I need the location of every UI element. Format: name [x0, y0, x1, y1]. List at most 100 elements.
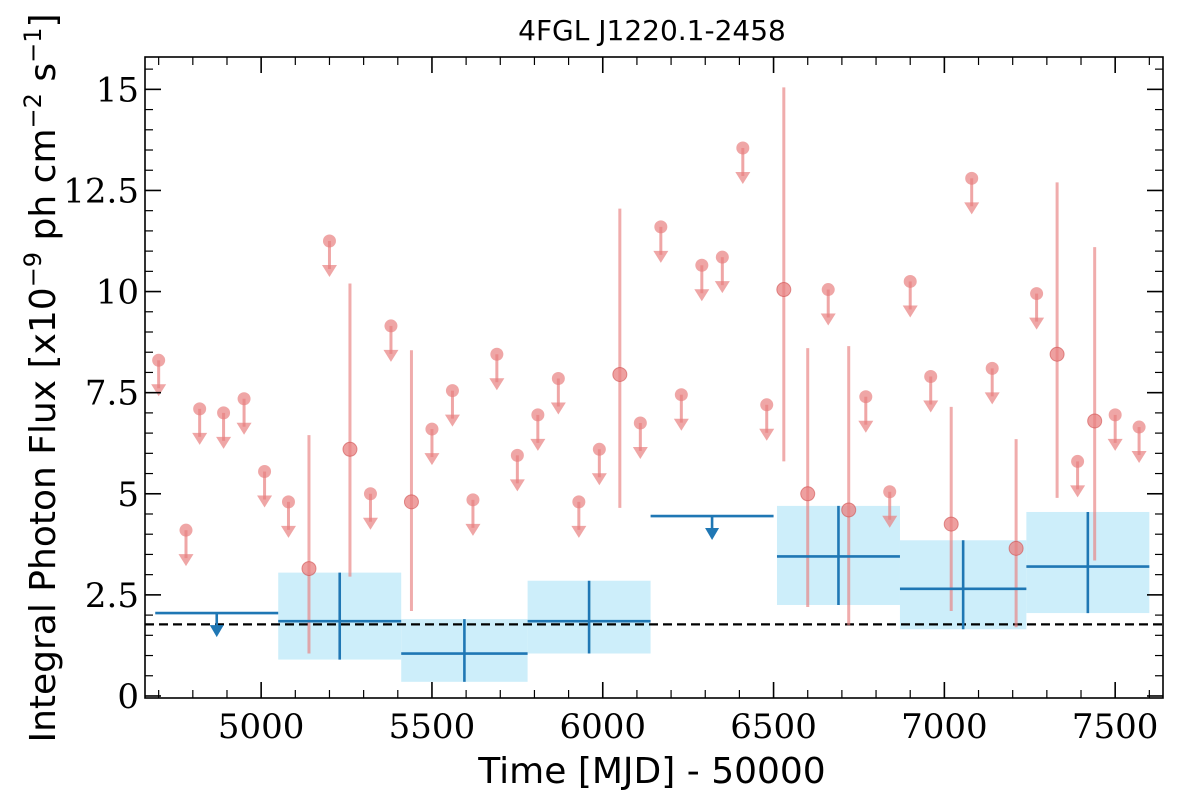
x-tick-label: 5500 — [389, 707, 476, 747]
monthly-upper-limit-point — [633, 416, 647, 430]
monthly-upper-limit-arrow — [489, 378, 505, 391]
monthly-upper-limit-point — [217, 406, 231, 420]
monthly-upper-limit-point — [859, 390, 873, 404]
monthly-upper-limit-arrow — [964, 202, 980, 215]
monthly-upper-limit-point — [695, 258, 709, 272]
y-tick-label: 0 — [117, 677, 139, 717]
x-tick-label: 6500 — [730, 707, 817, 747]
y-axis-label: Integral Photon Flux [x10−9 ph cm−2 s−1] — [19, 13, 64, 742]
monthly-detection-point — [776, 282, 792, 298]
monthly-upper-limit-point — [1132, 420, 1146, 434]
monthly-upper-limit-arrow — [694, 289, 710, 302]
monthly-upper-limit-point — [531, 408, 545, 422]
monthly-detection-point — [841, 502, 857, 518]
monthly-upper-limit-point — [760, 398, 774, 412]
monthly-detection-point — [612, 366, 628, 382]
x-axis-label: Time [MJD] - 50000 — [477, 751, 825, 792]
monthly-upper-limit-arrow — [321, 265, 337, 278]
monthly-upper-limit-point — [152, 353, 166, 367]
monthly-upper-limit-arrow — [1131, 451, 1147, 464]
monthly-upper-limit-arrow — [1070, 485, 1086, 498]
monthly-upper-limit-arrow — [1029, 317, 1045, 330]
chart-title: 4FGL J1220.1-2458 — [518, 14, 786, 47]
monthly-upper-limit-arrow — [236, 422, 252, 435]
monthly-upper-limit-arrow — [509, 479, 525, 492]
monthly-upper-limit-arrow — [591, 473, 607, 486]
monthly-upper-limit-arrow — [383, 349, 399, 362]
yearly-points — [155, 505, 1150, 682]
monthly-upper-limit-point — [363, 487, 377, 501]
monthly-upper-limit-arrow — [714, 281, 730, 294]
monthly-upper-limit-point — [715, 250, 729, 264]
plot-frame — [144, 56, 1164, 699]
monthly-upper-limit-point — [883, 485, 897, 499]
monthly-upper-limit-point — [237, 392, 251, 406]
monthly-upper-limit-arrow — [216, 436, 232, 449]
monthly-upper-limit-point — [985, 361, 999, 375]
monthly-upper-limit-point — [1071, 454, 1085, 468]
monthly-upper-limit-arrow — [280, 525, 296, 538]
monthly-detection-point — [1008, 540, 1024, 556]
monthly-upper-limit-arrow — [882, 515, 898, 528]
monthly-upper-limit-point — [322, 234, 336, 248]
monthly-upper-limit-point — [1030, 287, 1044, 301]
monthly-upper-limit-arrow — [530, 438, 546, 451]
monthly-upper-limit-arrow — [902, 305, 918, 318]
monthly-detection-point — [943, 516, 959, 532]
x-tick-label: 6000 — [559, 707, 646, 747]
x-tick-label: 7000 — [901, 707, 988, 747]
monthly-upper-limit-arrow — [653, 250, 669, 263]
y-tick-label: 12.5 — [63, 171, 139, 211]
monthly-detection-point — [800, 486, 816, 502]
x-tick-label: 7500 — [1072, 707, 1159, 747]
monthly-upper-limit-point — [193, 402, 207, 416]
monthly-upper-limit-point — [425, 422, 439, 436]
monthly-upper-limit-point — [903, 274, 917, 288]
monthly-upper-limit-point — [965, 171, 979, 185]
monthly-detection-point — [342, 441, 358, 457]
monthly-upper-limit-point — [736, 141, 750, 155]
monthly-upper-limit-point — [572, 495, 586, 509]
monthly-detection-point — [1087, 413, 1103, 429]
monthly-upper-limit-arrow — [759, 428, 775, 441]
monthly-upper-limit-point — [281, 495, 295, 509]
monthly-upper-limit-arrow — [571, 525, 587, 538]
monthly-upper-limit-arrow — [632, 446, 648, 459]
monthly-upper-limit-point — [384, 319, 398, 333]
monthly-upper-limit-point — [924, 369, 938, 383]
monthly-upper-limit-arrow — [735, 171, 751, 184]
monthly-upper-limit-point — [445, 384, 459, 398]
monthly-upper-limit-arrow — [673, 418, 689, 431]
y-tick-label: 2.5 — [85, 576, 139, 616]
y-tick-label: 15 — [96, 70, 139, 110]
monthly-upper-limit-point — [258, 465, 272, 479]
monthly-upper-limit-arrow — [424, 453, 440, 466]
monthly-upper-limit-arrow — [923, 400, 939, 413]
monthly-upper-limit-point — [592, 442, 606, 456]
monthly-detection-point — [301, 561, 317, 577]
monthly-upper-limit-arrow — [820, 313, 836, 326]
monthly-upper-limit-arrow — [362, 517, 378, 530]
y-tick-label: 7.5 — [85, 374, 139, 414]
monthly-upper-limit-point — [1108, 408, 1122, 422]
y-tick-label: 5 — [117, 475, 139, 515]
monthly-upper-limit-arrow — [1107, 438, 1123, 451]
yearly-upper-limit-arrow — [209, 625, 224, 638]
monthly-upper-limit-arrow — [192, 432, 208, 445]
monthly-upper-limit-arrow — [984, 392, 1000, 405]
monthly-upper-limit-point — [490, 347, 504, 361]
monthly-upper-limit-point — [654, 220, 668, 234]
axis-ticks: 5000 5500 6000 6500 7000 7500 0 2.5 5 7.5 10 12.5 15 — [63, 57, 1163, 747]
monthly-upper-limit-point — [674, 388, 688, 402]
monthly-upper-limit-point — [179, 523, 193, 537]
monthly-upper-limit-arrow — [465, 523, 481, 536]
monthly-detection-point — [1049, 346, 1065, 362]
monthly-upper-limit-point — [551, 372, 565, 386]
monthly-upper-limit-arrow — [257, 495, 273, 508]
monthly-upper-limit-arrow — [444, 414, 460, 427]
monthly-upper-limit-arrow — [151, 384, 167, 397]
monthly-detection-point — [403, 494, 419, 510]
monthly-upper-limit-point — [821, 283, 835, 297]
y-tick-label: 10 — [96, 273, 139, 313]
